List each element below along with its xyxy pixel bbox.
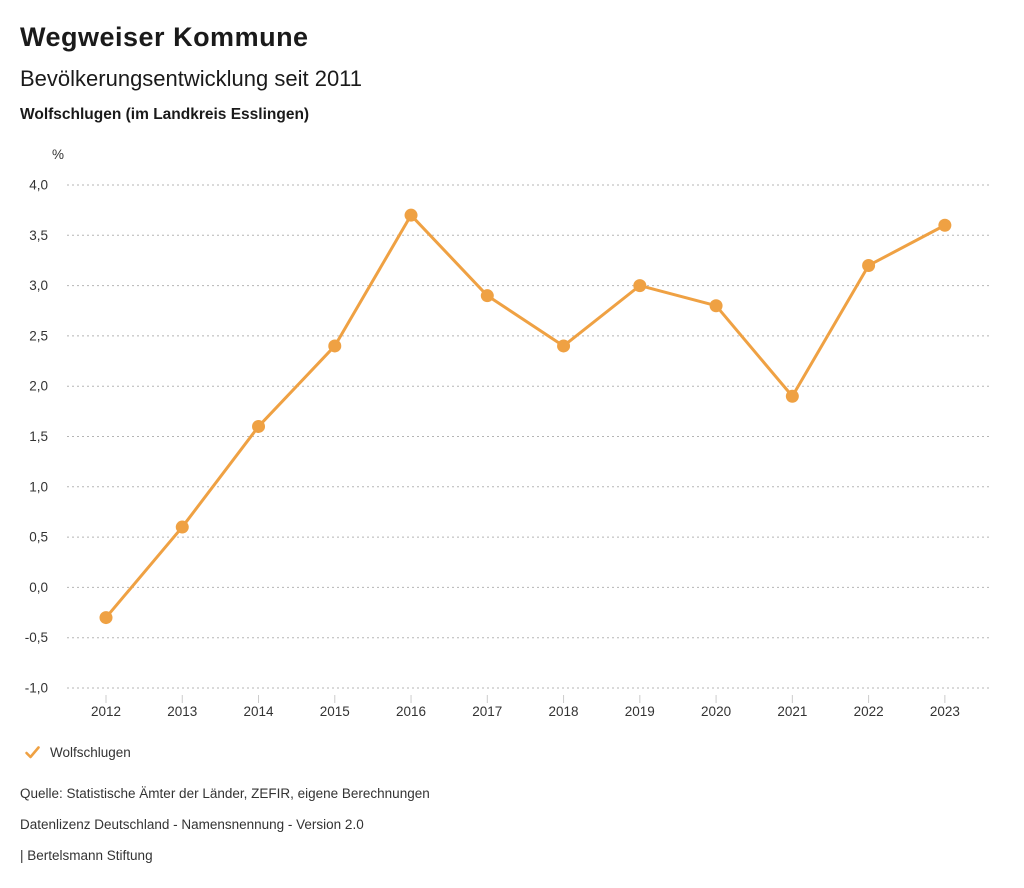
source-text: Quelle: Statistische Ämter der Länder, Z…	[20, 786, 430, 801]
x-axis-tick-label: 2021	[777, 704, 807, 719]
y-axis-tick-label: 2,5	[29, 328, 48, 343]
y-axis-unit-label: %	[52, 147, 64, 162]
legend-item-wolfschlugen[interactable]: Wolfschlugen	[24, 745, 131, 760]
x-axis-tick-label: 2017	[472, 704, 502, 719]
data-point[interactable]	[328, 339, 342, 353]
x-axis-tick-label: 2019	[625, 704, 655, 719]
x-axis-tick-label: 2023	[930, 704, 960, 719]
data-point[interactable]	[99, 611, 113, 625]
x-axis-tick-label: 2013	[167, 704, 197, 719]
x-axis-tick-label: 2020	[701, 704, 731, 719]
data-point[interactable]	[557, 339, 571, 353]
y-axis-tick-label: 4,0	[29, 178, 48, 193]
y-axis-tick-label: 3,5	[29, 228, 48, 243]
data-point[interactable]	[862, 258, 876, 272]
data-point[interactable]	[480, 289, 494, 303]
x-axis-tick-label: 2022	[854, 704, 884, 719]
x-axis-tick-label: 2016	[396, 704, 426, 719]
x-axis-tick-label: 2015	[320, 704, 350, 719]
chart-location-subtitle: Wolfschlugen (im Landkreis Esslingen)	[20, 106, 310, 123]
license-text: Datenlizenz Deutschland - Namensnennung …	[20, 817, 364, 832]
legend-item-label: Wolfschlugen	[50, 745, 131, 760]
data-point[interactable]	[252, 419, 266, 433]
attribution-text: | Bertelsmann Stiftung	[20, 848, 153, 863]
legend-check-icon	[25, 746, 40, 759]
x-axis-tick-label: 2014	[243, 704, 274, 719]
y-axis-tick-label: 1,5	[29, 429, 48, 444]
x-axis-tick-label: 2012	[91, 704, 121, 719]
data-point[interactable]	[633, 279, 647, 293]
y-axis-tick-label: 1,0	[29, 479, 48, 494]
data-point[interactable]	[175, 520, 189, 534]
chart-title: Bevölkerungsentwicklung seit 2011	[20, 66, 363, 91]
y-axis-tick-label: -0,5	[25, 630, 48, 645]
data-point[interactable]	[404, 208, 418, 222]
trend-line	[104, 213, 947, 620]
data-point[interactable]	[785, 389, 799, 403]
x-axis-tick-label: 2018	[549, 704, 579, 719]
app-title: Wegweiser Kommune	[20, 22, 309, 52]
population-trend-chart: % 4,0 3,5 3,0 2,5 2,0 1,5 1,0 0,5 0,0 -0,5 -1,0 2012…	[25, 147, 990, 719]
y-axis-tick-label: 0,5	[29, 530, 48, 545]
y-axis-tick-label: -1,0	[25, 681, 48, 696]
y-axis-tick-label: 2,0	[29, 379, 48, 394]
data-point[interactable]	[709, 299, 723, 313]
y-axis-tick-label: 3,0	[29, 278, 48, 293]
data-point[interactable]	[938, 218, 952, 232]
y-axis-tick-label: 0,0	[29, 580, 48, 595]
